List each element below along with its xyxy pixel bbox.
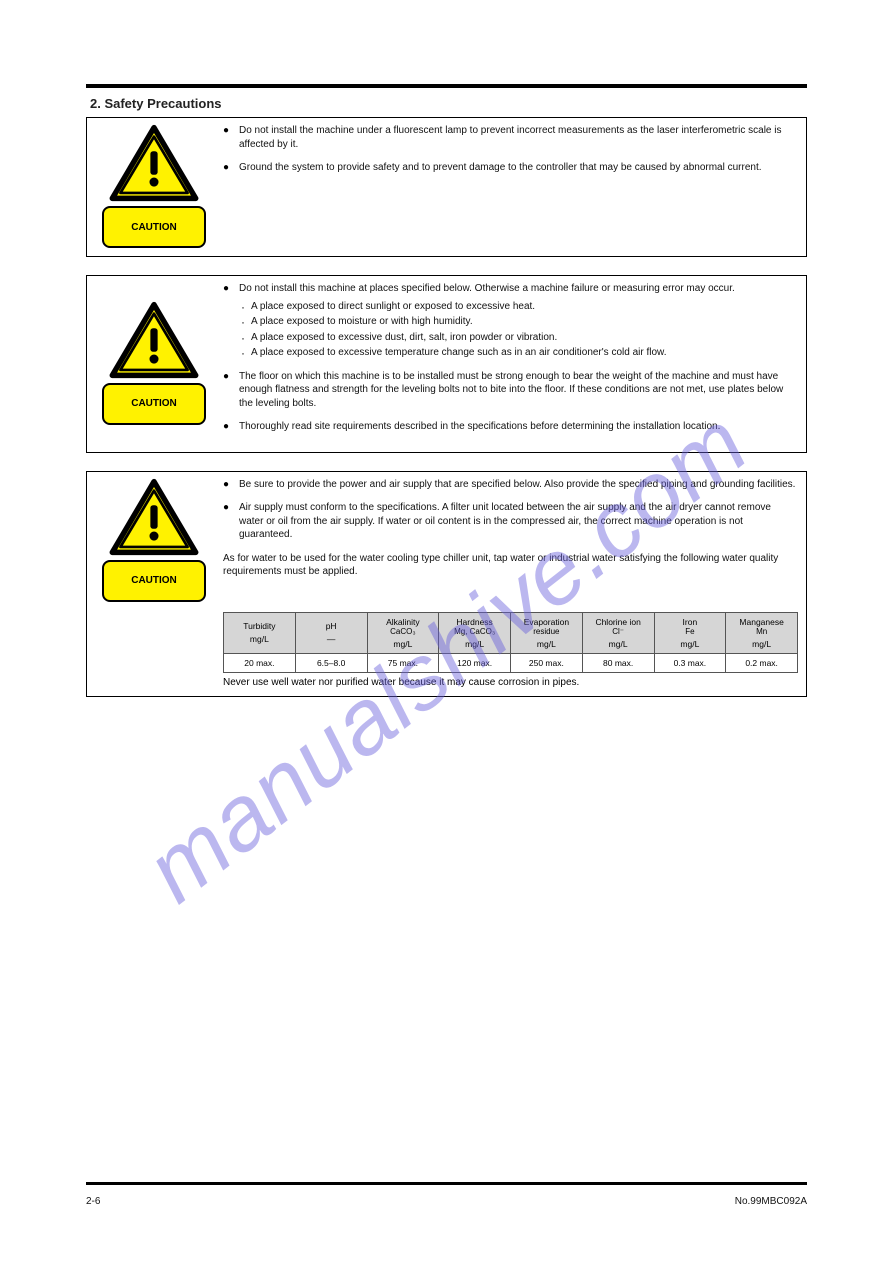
caution-label: CAUTION bbox=[102, 206, 206, 248]
th-cl: Chlorine ionCl⁻mg/L bbox=[582, 612, 654, 653]
caution-graphic: CAUTION bbox=[95, 282, 213, 444]
caution-graphic: CAUTION bbox=[95, 124, 213, 248]
th-ph: pH— bbox=[295, 612, 367, 653]
bullet-item: Be sure to provide the power and air sup… bbox=[223, 478, 798, 492]
td: 250 max. bbox=[511, 653, 583, 672]
td: 0.2 max. bbox=[726, 653, 798, 672]
warning-triangle-icon bbox=[108, 478, 200, 556]
warning-triangle-icon bbox=[108, 124, 200, 202]
water-quality-intro: As for water to be used for the water co… bbox=[223, 552, 798, 579]
bullet-item: Do not install the machine under a fluor… bbox=[223, 124, 798, 151]
water-quality-note: Never use well water nor purified water … bbox=[223, 677, 798, 688]
caution-text-3: Be sure to provide the power and air sup… bbox=[223, 478, 798, 602]
sub-bullet: A place exposed to excessive temperature… bbox=[239, 346, 798, 360]
th-hardness: HardnessMg, CaCO₃mg/L bbox=[439, 612, 511, 653]
caution-text-1: Do not install the machine under a fluor… bbox=[223, 124, 798, 248]
th-alkalinity: AlkalinityCaCO₃mg/L bbox=[367, 612, 439, 653]
bullet-item: Air supply must conform to the specifica… bbox=[223, 501, 798, 542]
td: 0.3 max. bbox=[654, 653, 726, 672]
th-fe: IronFemg/L bbox=[654, 612, 726, 653]
th-evap: Evaporationresiduemg/L bbox=[511, 612, 583, 653]
table-header-row: Turbiditymg/L pH— AlkalinityCaCO₃mg/L Ha… bbox=[224, 612, 798, 653]
water-quality-table: Turbiditymg/L pH— AlkalinityCaCO₃mg/L Ha… bbox=[223, 612, 798, 673]
table-row: 20 max. 6.5–8.0 75 max. 120 max. 250 max… bbox=[224, 653, 798, 672]
caution-label: CAUTION bbox=[102, 383, 206, 425]
caution-box-1: CAUTION Do not install the machine under… bbox=[86, 117, 807, 257]
td: 80 max. bbox=[582, 653, 654, 672]
footer-doc-no: No.99MBC092A bbox=[735, 1196, 807, 1207]
sub-bullet: A place exposed to excessive dust, dirt,… bbox=[239, 331, 798, 345]
page: 2. Safety Precautions CAUTION Do not ins… bbox=[0, 0, 893, 1263]
th-mn: ManganeseMnmg/L bbox=[726, 612, 798, 653]
caution-graphic: CAUTION bbox=[95, 478, 213, 602]
bullet-text: Do not install this machine at places sp… bbox=[239, 283, 735, 294]
caution-box-3: CAUTION Be sure to provide the power and… bbox=[86, 471, 807, 697]
page-title: 2. Safety Precautions bbox=[86, 96, 807, 111]
bullet-item: Thoroughly read site requirements descri… bbox=[223, 420, 798, 434]
td: 75 max. bbox=[367, 653, 439, 672]
footer-page-number: 2-6 bbox=[86, 1196, 100, 1207]
caution-box-2: CAUTION Do not install this machine at p… bbox=[86, 275, 807, 453]
bullet-item: The floor on which this machine is to be… bbox=[223, 370, 798, 411]
warning-triangle-icon bbox=[108, 301, 200, 379]
footer-rule bbox=[86, 1182, 807, 1185]
bullet-item: Ground the system to provide safety and … bbox=[223, 161, 798, 175]
th-turbidity: Turbiditymg/L bbox=[224, 612, 296, 653]
sub-bullet: A place exposed to direct sunlight or ex… bbox=[239, 300, 798, 314]
td: 6.5–8.0 bbox=[295, 653, 367, 672]
bullet-item: Do not install this machine at places sp… bbox=[223, 282, 798, 360]
sub-bullet: A place exposed to moisture or with high… bbox=[239, 315, 798, 329]
header-rule bbox=[86, 84, 807, 88]
caution-label: CAUTION bbox=[102, 560, 206, 602]
td: 120 max. bbox=[439, 653, 511, 672]
td: 20 max. bbox=[224, 653, 296, 672]
caution-text-2: Do not install this machine at places sp… bbox=[223, 282, 798, 444]
